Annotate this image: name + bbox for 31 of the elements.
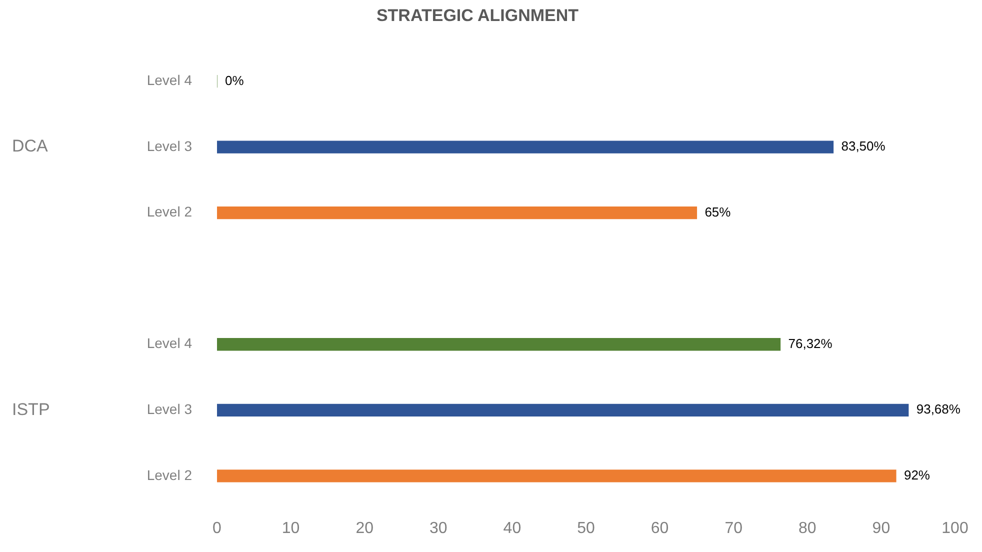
y-tick-label: Level 2	[146, 466, 192, 483]
y-tick-label: Level 3	[146, 401, 192, 417]
data-label: 76,32%	[788, 336, 833, 351]
x-tick-label: 30	[430, 520, 448, 537]
bar	[217, 470, 896, 482]
data-label: 92%	[904, 467, 930, 482]
bar	[217, 140, 834, 154]
x-tick-label: 60	[650, 520, 669, 537]
x-tick-label: 80	[798, 520, 816, 537]
y-tick-label: Level 2	[146, 204, 192, 220]
bar	[217, 338, 781, 351]
x-tick-label: 70	[724, 520, 743, 537]
x-tick-label: 90	[872, 520, 890, 537]
x-tick-label: 40	[503, 520, 522, 537]
data-label: 65%	[704, 204, 732, 220]
y-tick-label: Level 4	[146, 335, 192, 352]
text: ISTP	[12, 400, 50, 419]
data-label: 0%	[225, 72, 244, 88]
data-label: 83,50%	[841, 138, 886, 154]
y-tick-label: Level 3	[146, 138, 192, 154]
x-tick-label: 0	[212, 520, 222, 537]
x-tick-label: 10	[282, 520, 300, 537]
text: DCA	[12, 136, 49, 156]
bar	[217, 206, 698, 220]
chart-title: STRATEGIC ALIGNMENT	[376, 6, 580, 25]
data-label: 93,68%	[916, 402, 961, 417]
y-tick-label: Level 4	[146, 72, 192, 88]
x-tick-label: 50	[577, 520, 595, 537]
x-tick-label: 20	[356, 520, 374, 537]
x-tick-label: 100	[942, 520, 968, 537]
bar	[217, 404, 909, 416]
